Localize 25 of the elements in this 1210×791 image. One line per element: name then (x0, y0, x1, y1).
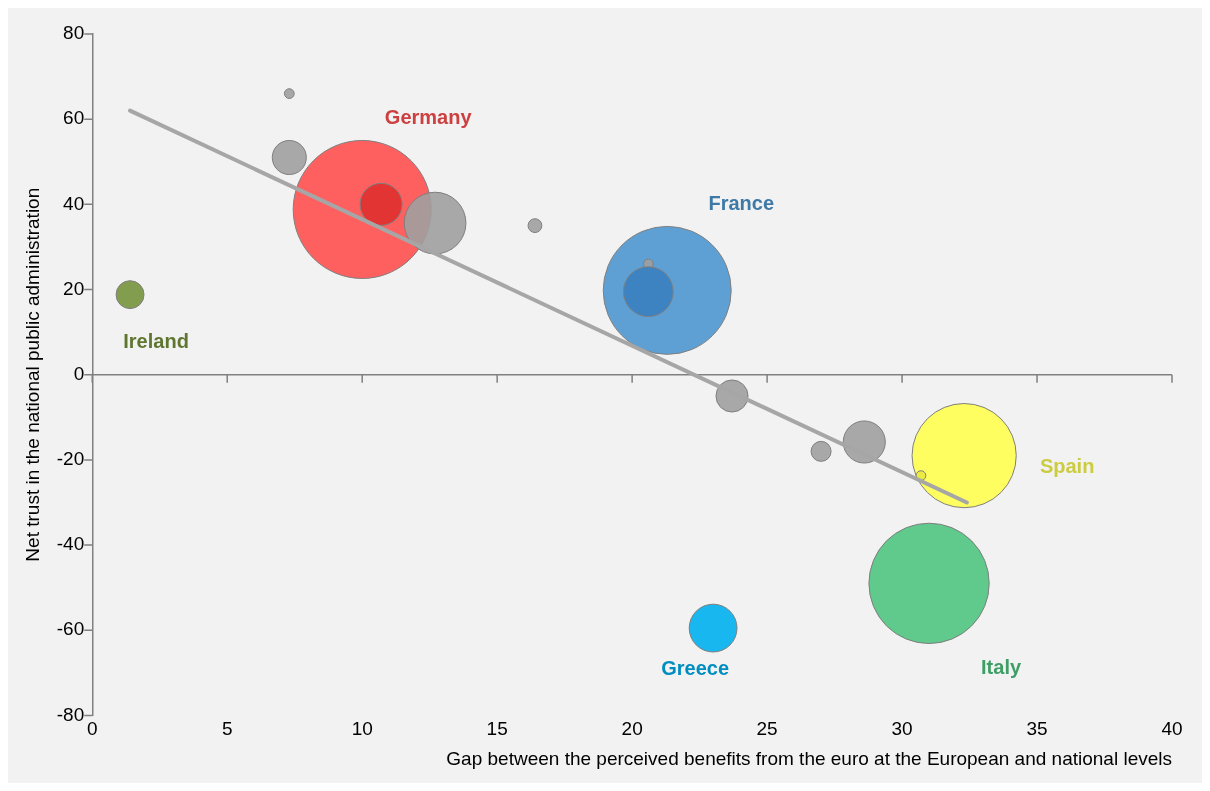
x-tick-label: 35 (1026, 718, 1048, 740)
series-label: Spain (1039, 455, 1095, 478)
x-tick-label: 15 (486, 718, 508, 740)
x-tick-label: 5 (221, 718, 233, 740)
y-tick-label: -20 (56, 448, 85, 470)
y-tick-label: 60 (63, 107, 85, 129)
y-axis-title: Net trust in the national public administration (21, 187, 43, 562)
series-label: Germany (384, 105, 473, 128)
series-label: Italy (981, 655, 1022, 678)
y-tick-label: 20 (63, 277, 85, 299)
x-tick-label: 25 (756, 718, 778, 740)
series-label: France (708, 191, 775, 214)
series-label: Ireland (123, 330, 189, 353)
y-tick-label: -80 (56, 703, 85, 725)
y-tick-label: 40 (63, 192, 85, 214)
y-tick-label: 80 (63, 22, 85, 44)
x-tick-label: 30 (891, 718, 913, 740)
y-tick-label: 0 (73, 362, 85, 384)
x-tick-label: 20 (621, 718, 643, 740)
x-axis-title: Gap between the perceived benefits from the euro at the European and national levels (446, 747, 1172, 769)
x-tick-label: 10 (351, 718, 373, 740)
y-tick-label: -40 (56, 533, 85, 555)
x-tick-label: 40 (1161, 718, 1183, 740)
y-tick-label: -60 (56, 618, 85, 640)
series-label: Greece (661, 656, 730, 679)
